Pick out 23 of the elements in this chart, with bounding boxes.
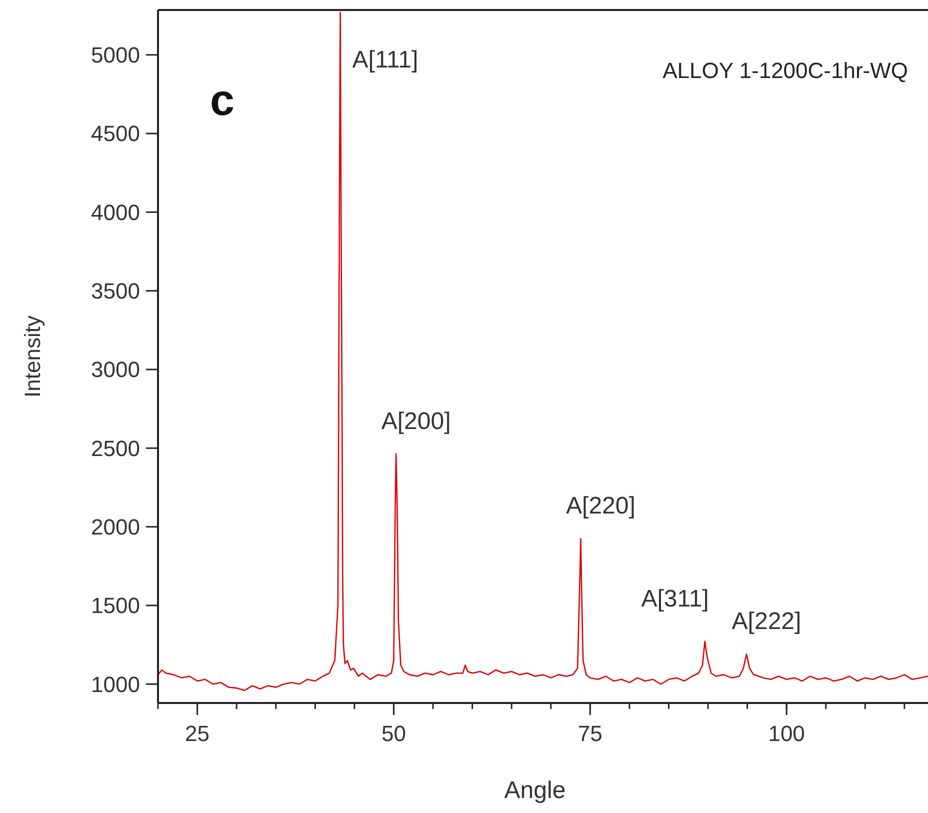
x-tick-label: 25 — [185, 721, 210, 746]
line-series — [158, 12, 928, 692]
x-axis-title: Angle — [504, 777, 566, 804]
annotation: A[111] — [352, 46, 418, 74]
text: ALLOY 1-1200C-1hr-WQ — [662, 58, 908, 83]
annotation: c — [210, 76, 234, 125]
y-tick-label: 1000 — [91, 672, 140, 697]
y-axis-title: Intensity — [20, 316, 45, 398]
y-tick-label: 3000 — [91, 357, 140, 382]
x-tick-label: 75 — [578, 721, 602, 746]
y-tick-label: 1500 — [91, 593, 140, 618]
y-tick-label: 2000 — [91, 514, 140, 540]
y-tick-label: 2500 — [91, 436, 140, 461]
annotation: A[220] — [566, 492, 636, 520]
y-tick-label: 5000 — [91, 42, 140, 68]
y-tick-label: 4000 — [91, 200, 140, 225]
annotation: A[200] — [381, 408, 451, 435]
x-tick-label: 50 — [381, 721, 406, 746]
y-tick-label: 4500 — [91, 121, 140, 146]
annotation: A[311] — [641, 585, 709, 612]
x-tick-label: 100 — [768, 721, 805, 746]
y-tick-label: 3500 — [91, 278, 140, 304]
annotation: A[222] — [732, 608, 802, 636]
